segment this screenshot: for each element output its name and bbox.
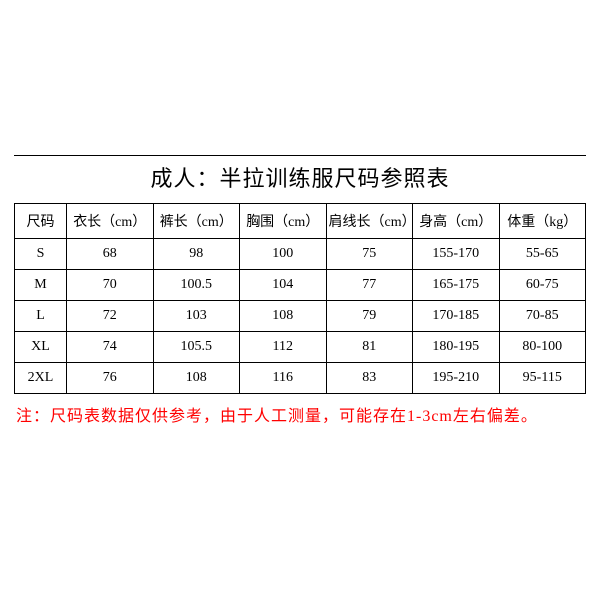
size-chart-container: 成人：半拉训练服尺码参照表 尺码 衣长（cm） 裤长（cm） 胸围（cm） 肩线… — [14, 155, 586, 426]
cell-value: 70-85 — [499, 301, 586, 332]
header-row: 尺码 衣长（cm） 裤长（cm） 胸围（cm） 肩线长（cm） 身高（cm） 体… — [15, 204, 586, 239]
cell-value: 165-175 — [413, 270, 500, 301]
cell-value: 103 — [153, 301, 240, 332]
cell-value: 104 — [240, 270, 327, 301]
table-row: XL 74 105.5 112 81 180-195 80-100 — [15, 332, 586, 363]
cell-value: 76 — [67, 363, 154, 394]
col-header-size: 尺码 — [15, 204, 67, 239]
cell-value: 83 — [326, 363, 413, 394]
col-header-weight: 体重（kg） — [499, 204, 586, 239]
table-row: 2XL 76 108 116 83 195-210 95-115 — [15, 363, 586, 394]
cell-size: L — [15, 301, 67, 332]
cell-value: 195-210 — [413, 363, 500, 394]
size-table: 尺码 衣长（cm） 裤长（cm） 胸围（cm） 肩线长（cm） 身高（cm） 体… — [14, 203, 586, 394]
cell-value: 80-100 — [499, 332, 586, 363]
cell-value: 180-195 — [413, 332, 500, 363]
col-header-chest: 胸围（cm） — [240, 204, 327, 239]
table-row: L 72 103 108 79 170-185 70-85 — [15, 301, 586, 332]
cell-value: 70 — [67, 270, 154, 301]
cell-value: 105.5 — [153, 332, 240, 363]
cell-value: 108 — [153, 363, 240, 394]
cell-value: 60-75 — [499, 270, 586, 301]
cell-value: 79 — [326, 301, 413, 332]
cell-size: 2XL — [15, 363, 67, 394]
footnote: 注：尺码表数据仅供参考，由于人工测量，可能存在1-3cm左右偏差。 — [14, 402, 586, 426]
cell-value: 72 — [67, 301, 154, 332]
cell-value: 55-65 — [499, 239, 586, 270]
col-header-height: 身高（cm） — [413, 204, 500, 239]
table-row: S 68 98 100 75 155-170 55-65 — [15, 239, 586, 270]
cell-value: 74 — [67, 332, 154, 363]
cell-value: 108 — [240, 301, 327, 332]
cell-value: 95-115 — [499, 363, 586, 394]
cell-value: 98 — [153, 239, 240, 270]
table-body: S 68 98 100 75 155-170 55-65 M 70 100.5 … — [15, 239, 586, 394]
cell-size: S — [15, 239, 67, 270]
cell-value: 77 — [326, 270, 413, 301]
col-header-shoulder: 肩线长（cm） — [326, 204, 413, 239]
cell-value: 100 — [240, 239, 327, 270]
cell-value: 75 — [326, 239, 413, 270]
cell-value: 81 — [326, 332, 413, 363]
col-header-length: 衣长（cm） — [67, 204, 154, 239]
col-header-pants: 裤长（cm） — [153, 204, 240, 239]
cell-value: 155-170 — [413, 239, 500, 270]
cell-size: XL — [15, 332, 67, 363]
table-row: M 70 100.5 104 77 165-175 60-75 — [15, 270, 586, 301]
chart-title: 成人：半拉训练服尺码参照表 — [150, 166, 449, 191]
cell-value: 170-185 — [413, 301, 500, 332]
cell-value: 112 — [240, 332, 327, 363]
cell-value: 116 — [240, 363, 327, 394]
cell-value: 68 — [67, 239, 154, 270]
cell-value: 100.5 — [153, 270, 240, 301]
title-row: 成人：半拉训练服尺码参照表 — [14, 155, 586, 203]
cell-size: M — [15, 270, 67, 301]
